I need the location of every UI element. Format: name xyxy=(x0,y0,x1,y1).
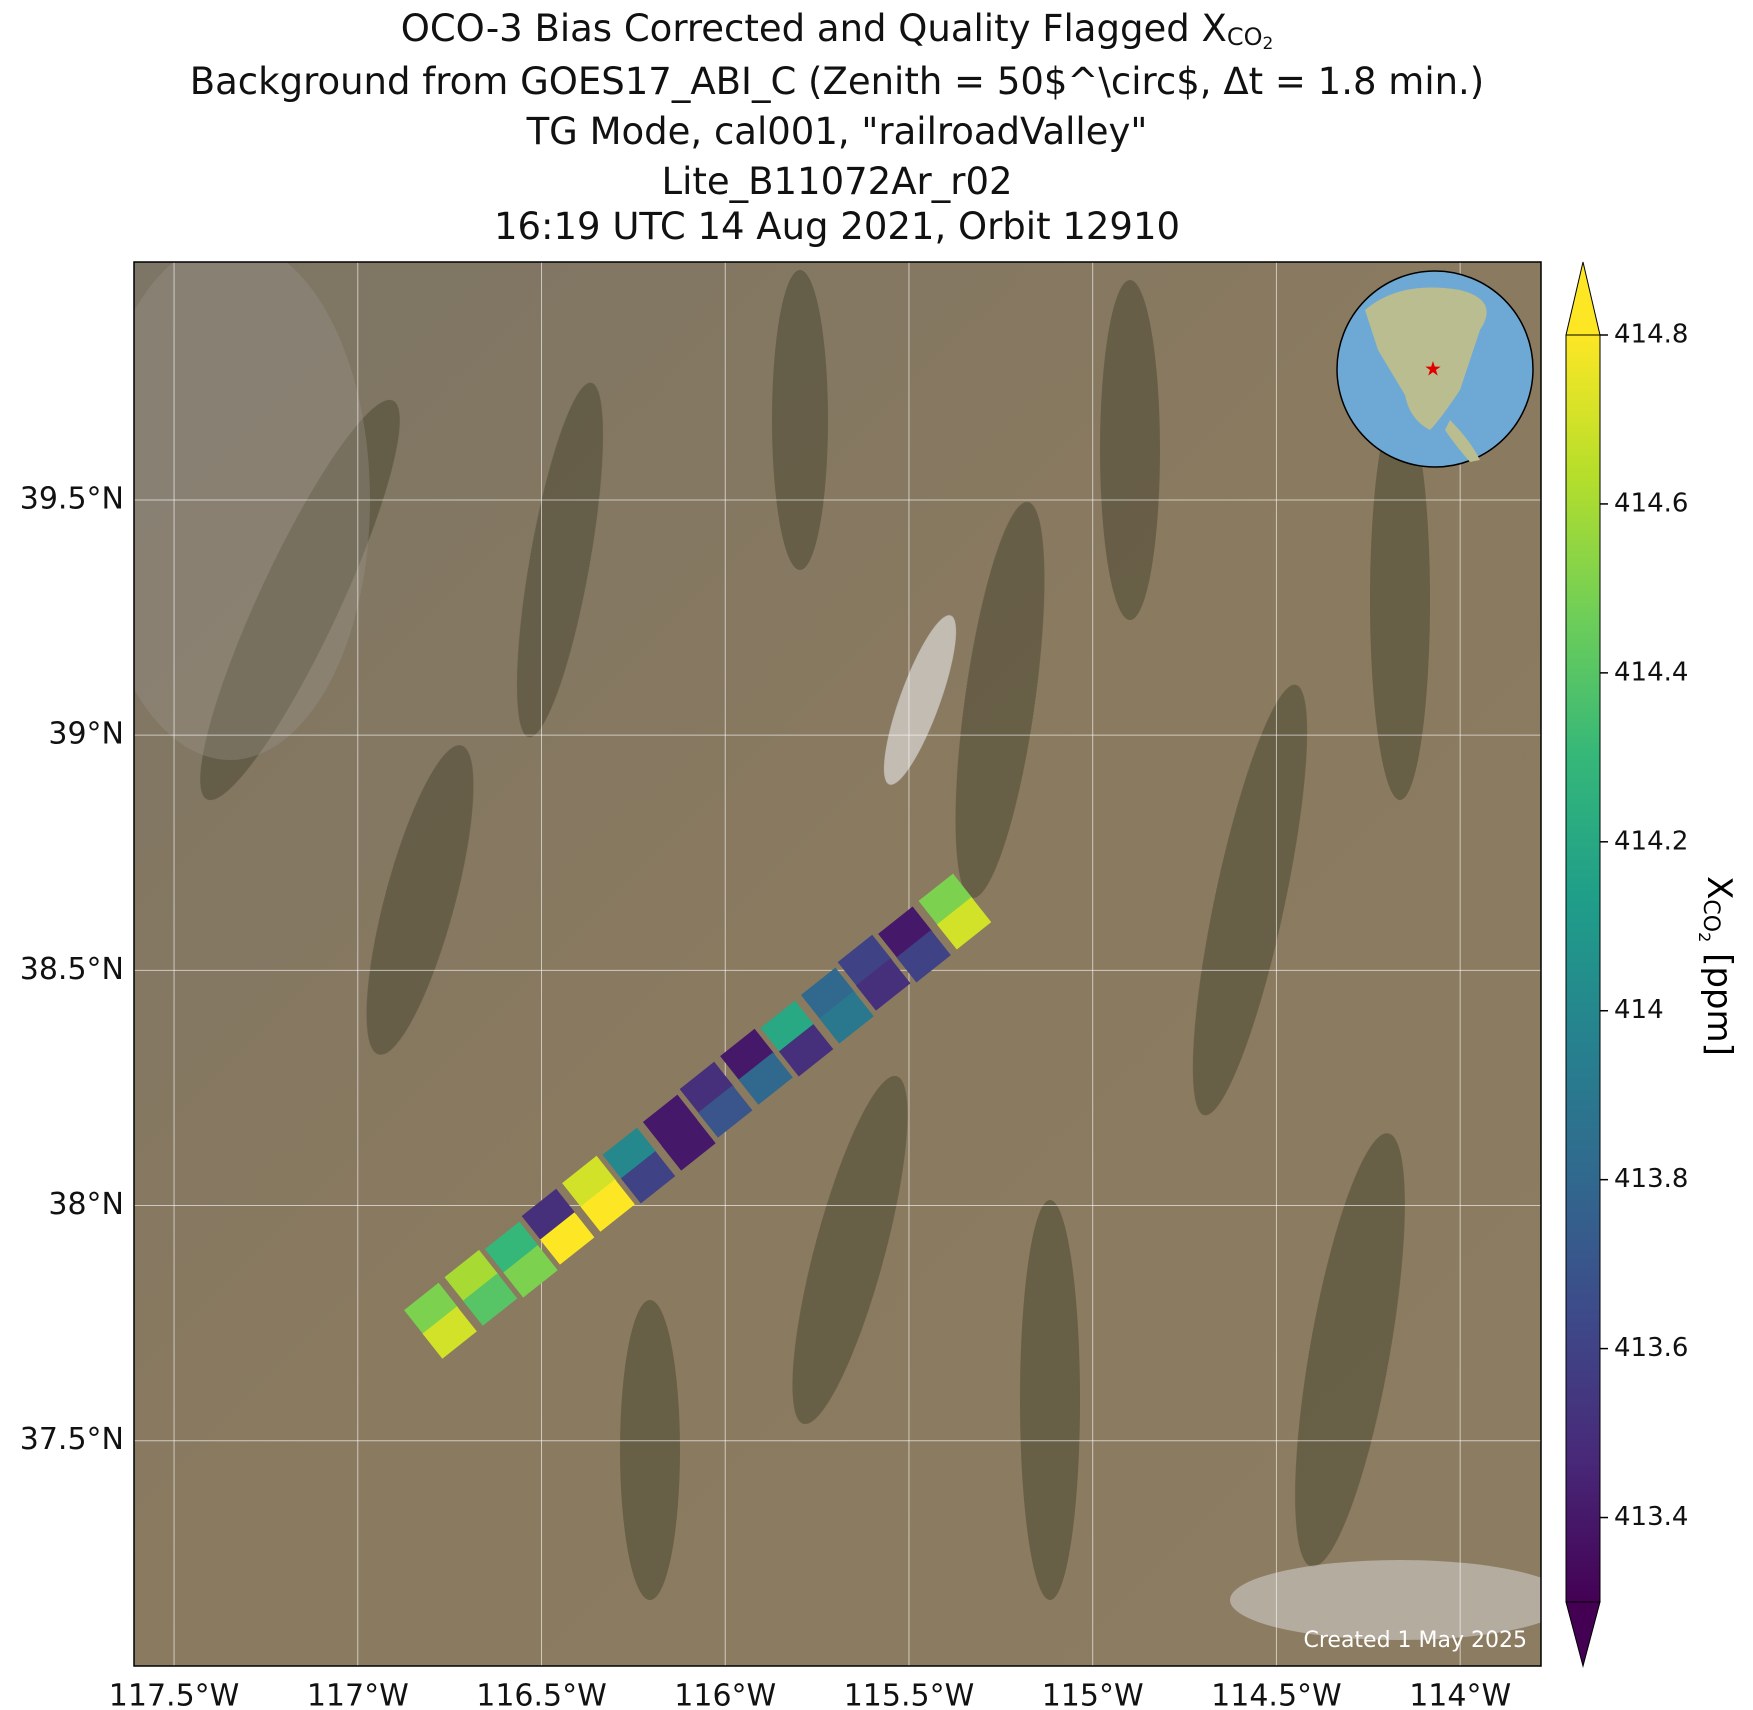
y-tick-label: 38.5°N xyxy=(20,952,124,987)
sounding xyxy=(800,967,856,1021)
map-background xyxy=(134,262,1541,1666)
title-text: TG Mode, cal001, "railroadValley" xyxy=(526,110,1148,153)
title-text: Background from GOES17_ABI_C (Zenith = 5… xyxy=(190,60,1485,103)
sounding xyxy=(580,1179,635,1232)
title-text: Lite_B11072Ar_r02 xyxy=(661,160,1012,203)
title-subscript: CO xyxy=(1227,23,1263,51)
colorbar-tick-label: 414.6 xyxy=(1614,488,1688,518)
sounding xyxy=(936,897,992,950)
x-tick-label: 117°W xyxy=(307,1679,409,1710)
colorbar-tick-label: 413.4 xyxy=(1614,1502,1688,1532)
title-line: Background from GOES17_ABI_C (Zenith = 5… xyxy=(190,60,1485,103)
colorbar-label: XCO2 [ppm] xyxy=(1696,876,1740,1056)
colorbar-extend-bottom xyxy=(1565,1601,1601,1668)
colorbar-label-subsubscript: 2 xyxy=(1696,932,1715,942)
sounding xyxy=(661,1118,716,1171)
swath xyxy=(404,873,992,1359)
x-tick-label: 115.5°W xyxy=(844,1679,975,1710)
sounding xyxy=(778,1024,834,1077)
title-line: 16:19 UTC 14 Aug 2021, Orbit 12910 xyxy=(494,205,1180,248)
colorbar-tick-label: 414.8 xyxy=(1614,320,1688,350)
sounding xyxy=(918,873,973,927)
titles: OCO-3 Bias Corrected and Quality Flagged… xyxy=(190,7,1485,248)
sounding xyxy=(698,1085,753,1138)
title-line: OCO-3 Bias Corrected and Quality Flagged… xyxy=(401,7,1274,55)
sounding xyxy=(602,1127,657,1180)
sounding xyxy=(819,991,874,1044)
x-tick-label: 115°W xyxy=(1042,1679,1144,1710)
sounding xyxy=(738,1052,793,1105)
sounding xyxy=(760,1000,815,1053)
colorbar-tick-label: 414.4 xyxy=(1614,657,1688,687)
title-text: OCO-3 Bias Corrected and Quality Flagged… xyxy=(401,7,1227,50)
grid xyxy=(134,262,1541,1666)
svg-text:★: ★ xyxy=(1424,357,1442,381)
sounding xyxy=(642,1094,698,1148)
colorbar-label-suffix: [ppm] xyxy=(1700,942,1740,1056)
sounding xyxy=(679,1061,735,1115)
colorbar-tick-label: 413.8 xyxy=(1614,1164,1688,1194)
colorbar: 413.4 413.6 413.8 414 414.2 414.4 414.6 414.8 XC… xyxy=(1565,261,1740,1668)
x-tick-label: 116°W xyxy=(674,1679,776,1710)
title-text: 16:19 UTC 14 Aug 2021, Orbit 12910 xyxy=(494,205,1180,248)
sounding xyxy=(484,1221,540,1275)
colorbar-body xyxy=(1565,334,1601,1603)
sounding xyxy=(562,1155,617,1209)
title-line: TG Mode, cal001, "railroadValley" xyxy=(526,110,1148,153)
sounding xyxy=(422,1306,477,1359)
y-tick-label: 39.5°N xyxy=(20,481,124,516)
x-tick-label: 116.5°W xyxy=(476,1679,607,1710)
sounding xyxy=(720,1028,775,1082)
y-tick-label: 38°N xyxy=(48,1187,124,1222)
title-subsubscript: 2 xyxy=(1262,34,1273,54)
sounding xyxy=(878,906,933,959)
sounding xyxy=(837,934,893,988)
x-tick-label: 114.5°W xyxy=(1211,1679,1342,1710)
colorbar-extend-top xyxy=(1565,261,1601,336)
colorbar-label-text: X xyxy=(1700,876,1740,899)
y-tick-label: 39°N xyxy=(48,717,124,752)
sounding xyxy=(462,1273,518,1326)
inset-globe: ★ xyxy=(1336,270,1534,468)
sounding xyxy=(856,958,911,1011)
sounding xyxy=(540,1212,595,1265)
colorbar-tick-label: 413.6 xyxy=(1614,1333,1688,1363)
x-tick-label: 114°W xyxy=(1409,1679,1511,1710)
title-line: Lite_B11072Ar_r02 xyxy=(661,160,1012,203)
colorbar-label-subscript: CO xyxy=(1698,899,1723,932)
credit: Created 1 May 2025 xyxy=(1303,1628,1527,1653)
x-tick-label: 117.5°W xyxy=(109,1679,240,1710)
sounding xyxy=(896,930,951,983)
sounding xyxy=(444,1249,499,1303)
sounding xyxy=(404,1282,459,1336)
map-frame xyxy=(133,261,1542,1667)
sounding xyxy=(620,1151,676,1204)
sounding xyxy=(503,1245,558,1298)
colorbar-tick-label: 414.2 xyxy=(1614,826,1688,856)
colorbar-tick-label: 414 xyxy=(1614,995,1664,1025)
y-tick-label: 37.5°N xyxy=(20,1422,124,1457)
sounding xyxy=(521,1188,577,1242)
